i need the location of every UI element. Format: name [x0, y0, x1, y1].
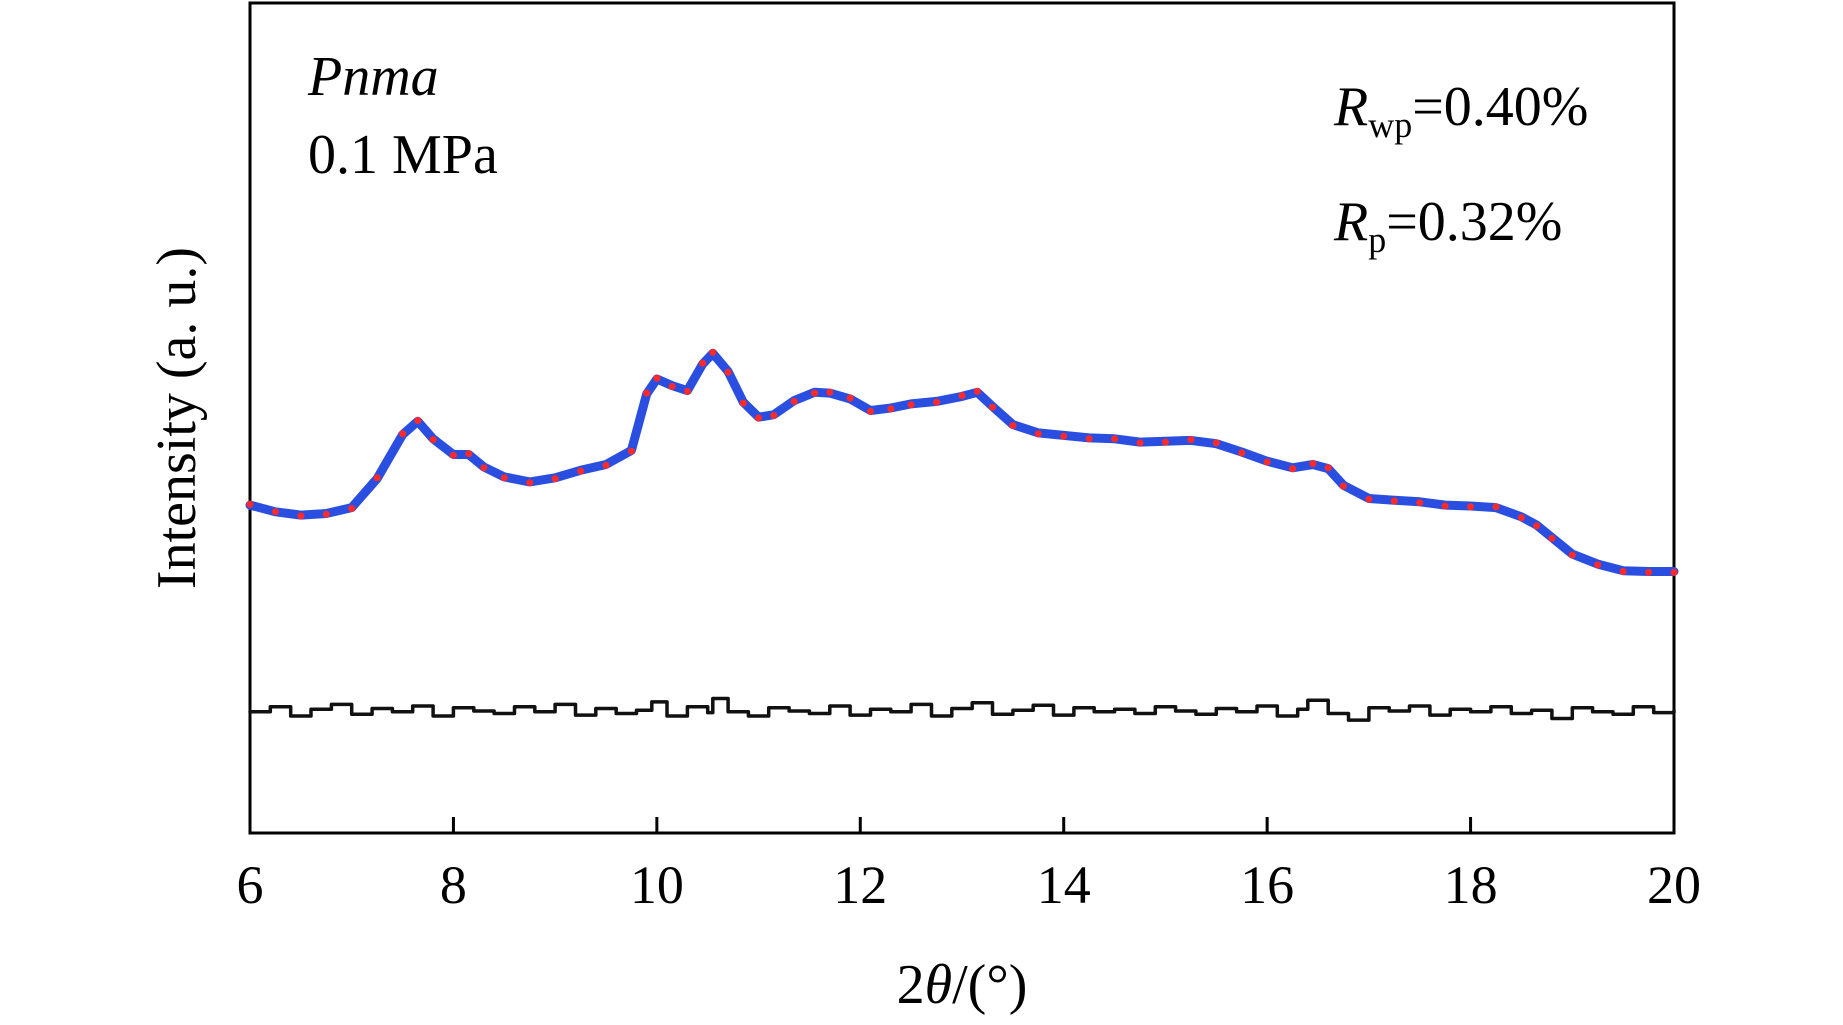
observed-point: [1136, 439, 1144, 447]
observed-point: [414, 417, 422, 424]
rp-label: Rp=0.32%: [1333, 191, 1562, 260]
observed-point: [627, 447, 635, 455]
observed-point: [1517, 514, 1525, 522]
observed-point: [811, 389, 818, 397]
x-tick-label: 6: [237, 855, 264, 915]
observed-point: [1161, 438, 1169, 446]
observed-point: [1263, 458, 1271, 466]
observed-point: [1645, 568, 1653, 576]
x-tick-label: 12: [833, 855, 887, 915]
observed-point: [526, 479, 534, 487]
observed-point: [1390, 497, 1398, 505]
x-tick-label: 18: [1444, 855, 1498, 915]
observed-point: [867, 407, 874, 415]
observed-point: [1187, 436, 1195, 444]
x-tick-label: 8: [440, 855, 467, 915]
observed-point: [449, 451, 457, 459]
observed-point: [1568, 551, 1576, 559]
observed-point: [755, 414, 763, 422]
observed-point: [790, 397, 798, 405]
observed-point: [653, 374, 661, 382]
observed-point: [429, 436, 437, 444]
observed-point: [739, 399, 747, 407]
x-tick-label: 14: [1037, 855, 1091, 915]
observed-point: [1467, 503, 1475, 511]
observed-point: [973, 387, 981, 395]
observed-point: [933, 398, 941, 406]
observed-point: [1339, 482, 1347, 490]
observed-point: [1441, 502, 1449, 510]
observed-point: [1111, 435, 1119, 443]
observed-point: [348, 505, 356, 512]
x-axis-ticks: 6 8 10 12 14 16 18 20: [237, 817, 1701, 915]
x-tick-label: 10: [630, 855, 684, 915]
series-layer: [245, 348, 1679, 722]
observed-point: [1060, 432, 1068, 440]
rwp-label: Rwp=0.40%: [1333, 76, 1588, 145]
observed-point: [1309, 460, 1317, 468]
rp-value: =0.32%: [1386, 191, 1562, 253]
observed-point: [668, 383, 676, 390]
observed-point: [322, 510, 330, 518]
observed-point: [602, 461, 610, 469]
observed-point: [500, 474, 508, 482]
rwp-symbol: R: [1333, 76, 1368, 138]
observed-point: [887, 405, 895, 413]
observed-point: [1670, 568, 1678, 576]
observed-point: [724, 368, 732, 376]
rp-subscript: p: [1368, 220, 1386, 260]
space-group-label: Pnma: [307, 46, 439, 108]
observed-point: [297, 512, 305, 520]
plot-frame: [248, 1, 1676, 835]
x-axis-title-prefix: 2: [897, 954, 925, 1016]
observed-point: [1324, 464, 1332, 472]
observed-point: [643, 389, 651, 397]
observed-point: [1548, 534, 1556, 542]
observed-point: [846, 394, 854, 402]
observed-point: [1034, 430, 1042, 438]
observed-point: [989, 403, 996, 411]
x-axis-title-theta: θ: [925, 954, 953, 1016]
observed-point: [1212, 439, 1220, 447]
observed-point: [683, 387, 691, 395]
x-tick-label: 16: [1240, 855, 1294, 915]
observed-point: [551, 475, 559, 483]
observed-point: [1533, 522, 1541, 530]
observed-point: [271, 508, 279, 516]
observed-point: [907, 401, 915, 409]
observed-point: [246, 500, 254, 508]
x-axis-title: 2θ/(°): [897, 954, 1028, 1016]
x-tick-label: 20: [1647, 855, 1701, 915]
observed-point: [1009, 422, 1017, 429]
observed-point: [577, 467, 585, 475]
pressure-label: 0.1 MPa: [308, 124, 498, 186]
observed-point: [373, 474, 381, 482]
observed-point: [1594, 561, 1602, 569]
y-axis-title: Intensity (a. u.): [146, 247, 208, 589]
observed-point: [699, 359, 707, 367]
observed-point: [1289, 465, 1297, 473]
rwp-value: =0.40%: [1412, 76, 1588, 138]
calculated-line: [245, 348, 1679, 576]
observed-point: [1085, 435, 1093, 443]
observed-point: [1492, 503, 1500, 511]
observed-point: [1416, 499, 1424, 507]
observed-point: [709, 348, 717, 356]
observed-point: [1365, 495, 1373, 503]
rp-symbol: R: [1333, 191, 1368, 253]
observed-point: [480, 464, 488, 472]
observed-point: [1619, 568, 1627, 575]
rwp-subscript: wp: [1368, 105, 1412, 145]
difference-line: [248, 696, 1676, 722]
x-axis-title-suffix: /(°): [952, 954, 1027, 1016]
observed-point: [958, 392, 966, 400]
observed-point: [465, 450, 473, 458]
observed-point: [826, 388, 834, 396]
observed-point: [1238, 449, 1246, 457]
observed-point: [770, 412, 778, 419]
observed-point: [399, 430, 407, 438]
